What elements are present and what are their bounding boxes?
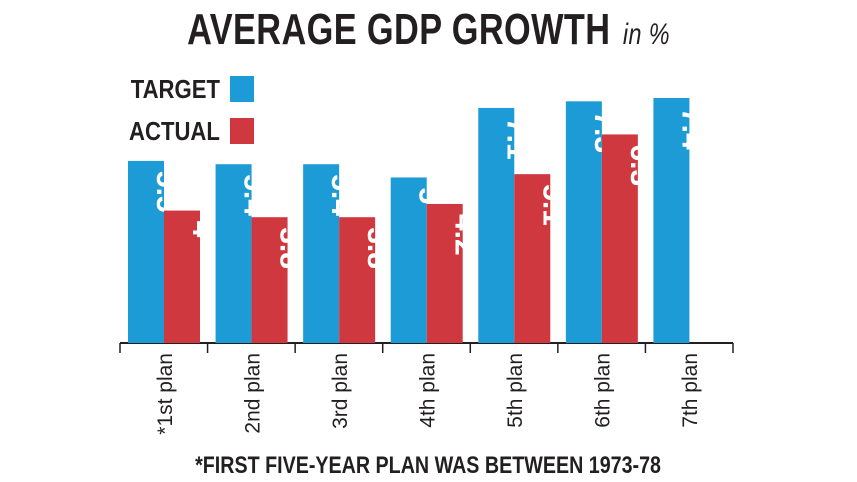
bar-target <box>565 101 602 343</box>
bar-actual <box>514 174 551 343</box>
data-label-target: 5.5 <box>150 171 183 213</box>
data-label-target: 5.4 <box>325 174 358 216</box>
legend-swatch-actual <box>230 118 254 144</box>
data-label-target: 7.4 <box>675 108 708 150</box>
bar-actual <box>164 210 200 343</box>
category-label: *1st plan <box>154 353 177 435</box>
chart-title-text: AVERAGE GDP GROWTH <box>187 5 611 54</box>
data-label-actual: 5.1 <box>536 184 569 226</box>
category-label: 4th plan <box>417 353 440 428</box>
data-label-target: 7.1 <box>500 118 533 160</box>
bar-target <box>303 164 340 343</box>
legend-label-target: TARGET <box>130 74 220 104</box>
bar-actual <box>251 217 288 343</box>
chart-title-area: AVERAGE GDP GROWTH in % <box>0 0 857 60</box>
category-label: 7th plan <box>679 353 702 428</box>
bar-actual <box>601 134 638 343</box>
data-label-target: 5.4 <box>238 174 271 216</box>
data-label-actual: 3.8 <box>274 227 307 269</box>
chart-legend: TARGET ACTUAL <box>118 72 268 156</box>
chart-title: AVERAGE GDP GROWTH in % <box>187 0 670 65</box>
data-label-actual: 3.8 <box>361 227 394 269</box>
bar-target <box>478 107 515 343</box>
category-label: 3rd plan <box>329 353 352 429</box>
bar-target <box>128 160 164 343</box>
footnote-text: *FIRST FIVE-YEAR PLAN WAS BETWEEN 1973-7… <box>195 452 662 479</box>
bar-target <box>390 177 427 343</box>
data-label-actual: 4.2 <box>449 214 482 256</box>
category-label: 6th plan <box>592 353 615 428</box>
bar-actual <box>339 217 376 343</box>
chart-unit-label: in % <box>622 18 670 51</box>
legend-item-actual: ACTUAL <box>118 114 268 156</box>
bar-target <box>653 98 690 343</box>
legend-swatch-target <box>230 76 254 102</box>
data-label-actual: 4 <box>186 221 219 238</box>
bar-actual <box>426 203 463 343</box>
legend-item-target: TARGET <box>118 72 268 114</box>
data-label-actual: 6.3 <box>624 144 657 186</box>
category-label: 2nd plan <box>241 353 264 434</box>
category-label: 5th plan <box>504 353 527 428</box>
data-label-target: 5 <box>413 187 446 204</box>
footnote: *FIRST FIVE-YEAR PLAN WAS BETWEEN 1973-7… <box>0 452 857 480</box>
bar-target <box>215 164 252 343</box>
legend-label-actual: ACTUAL <box>129 116 220 146</box>
